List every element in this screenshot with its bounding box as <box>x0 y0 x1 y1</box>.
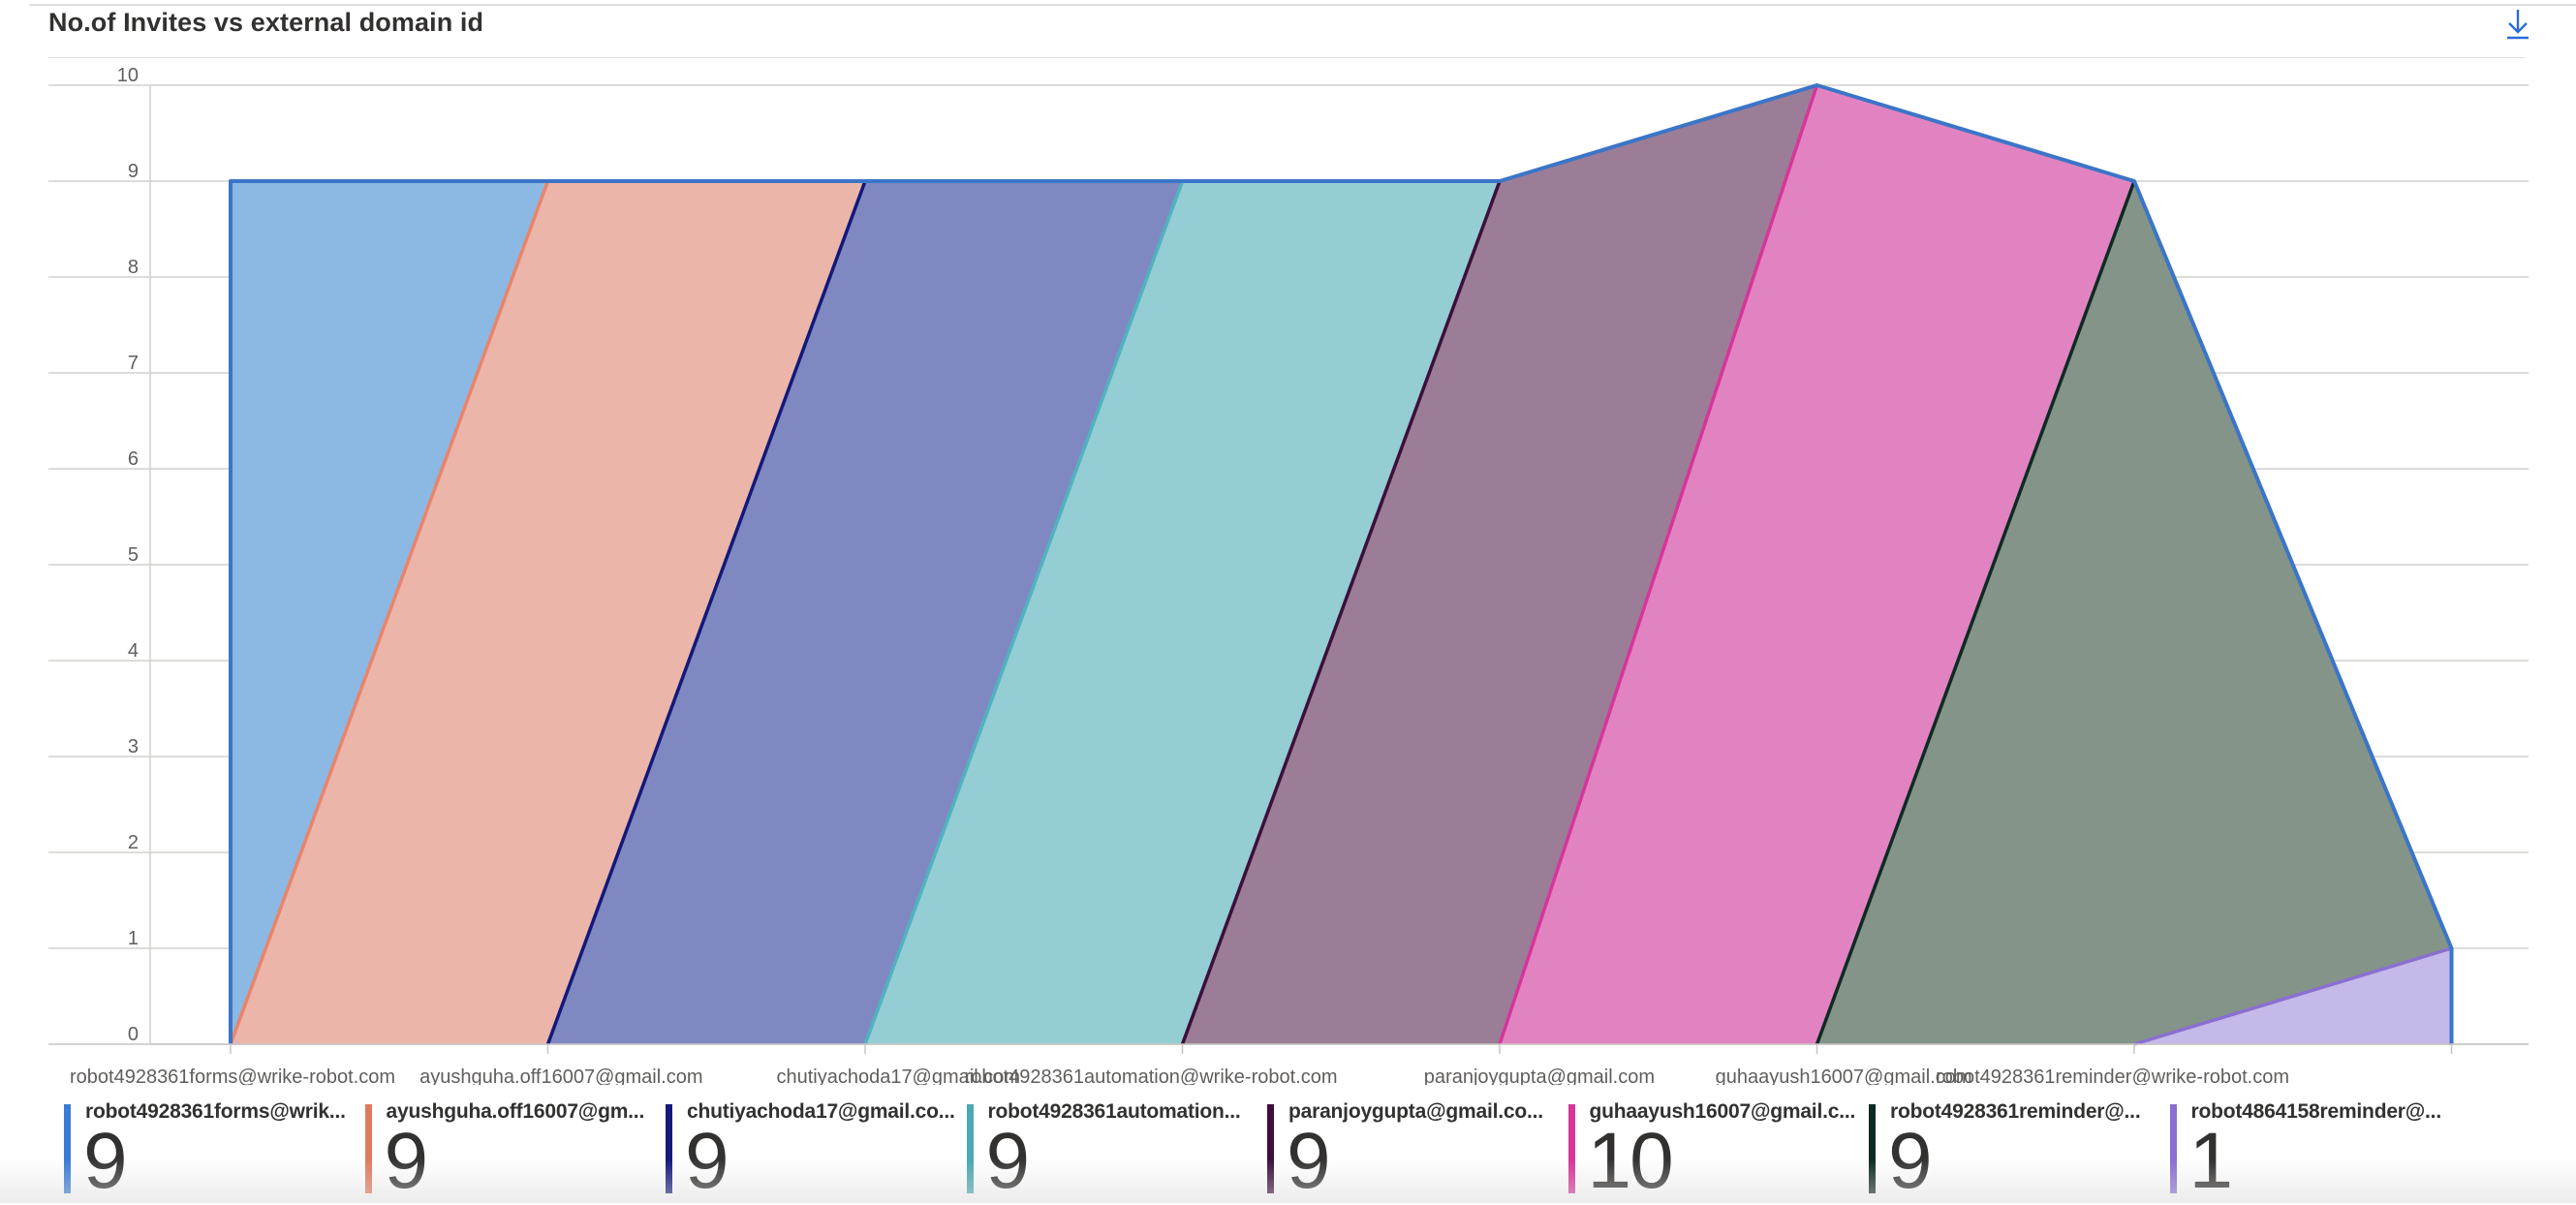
y-tick-label: 8 <box>128 257 139 278</box>
download-icon[interactable] <box>2500 4 2535 43</box>
legend-value: 10 <box>1587 1117 1674 1205</box>
legend-label: robot4928361forms@wrik... <box>85 1100 346 1123</box>
y-tick-label: 1 <box>128 928 139 949</box>
series-edge-line <box>863 180 1185 1045</box>
legend-value: 9 <box>83 1117 128 1205</box>
legend-label: robot4864158reminder@... <box>2190 1100 2442 1123</box>
legend-value: 9 <box>1287 1117 1331 1205</box>
area-chart: 0 1 2 3 4 5 6 7 8 9 10 robot4928361forms@wrike-robo… <box>48 65 2529 1085</box>
legend-value: 1 <box>2188 1117 2234 1205</box>
x-tick-label: guhaayush16007@gmail.com <box>1716 1066 1972 1085</box>
legend-label: robot4928361reminder@... <box>1890 1100 2141 1123</box>
series-edge-line <box>2133 946 2453 1046</box>
legend-swatch <box>1869 1104 1876 1193</box>
series-edge-line <box>1498 84 1819 1045</box>
area-band[interactable] <box>1182 85 1817 1044</box>
legend-label: ayushguha.off16007@gm... <box>386 1100 645 1123</box>
legend-value: 9 <box>1888 1117 1933 1205</box>
legend-label: robot4928361automation... <box>987 1100 1241 1123</box>
area-band[interactable] <box>865 181 1500 1044</box>
y-tick-label: 4 <box>128 640 139 662</box>
legend-swatch <box>966 1104 974 1193</box>
x-tick-label: chutiyachoda17@gmail.com <box>776 1066 1020 1085</box>
legend-label: guhaayush16007@gmail.c... <box>1589 1100 1856 1123</box>
y-tick-label: 2 <box>128 832 139 853</box>
legend-item[interactable]: robot4864158reminder@... 1 <box>2169 1100 2461 1205</box>
series-edge-line <box>1815 180 2136 1045</box>
x-tick-label: paranjoygupta@gmail.com <box>1424 1066 1655 1085</box>
y-tick-label: 5 <box>128 544 139 566</box>
y-tick-label: 7 <box>128 353 139 374</box>
series-edge-line <box>229 180 550 1045</box>
y-tick-label: 10 <box>117 65 139 86</box>
chart-legend: robot4928361forms@wrik... 9 ayushguha.off1… <box>64 1100 2544 1203</box>
series-outline <box>229 83 2454 1044</box>
area-band[interactable] <box>1500 85 2134 1044</box>
area-band[interactable] <box>547 181 1183 1044</box>
chart-title: No.of Invites vs external domain id <box>48 8 484 37</box>
y-tick-label: 3 <box>128 736 139 757</box>
x-tick-label: ayushguha.off16007@gmail.com <box>419 1066 702 1085</box>
legend-swatch <box>2169 1104 2177 1193</box>
legend-swatch <box>64 1104 71 1193</box>
legend-swatch <box>1567 1104 1575 1193</box>
legend-swatch <box>1267 1104 1274 1193</box>
y-tick-label: 9 <box>128 161 139 182</box>
title-divider <box>48 57 2526 58</box>
y-tick-label: 0 <box>128 1024 139 1045</box>
legend-item[interactable]: chutiyachoda17@gmail.co... 9 <box>666 1100 956 1203</box>
legend-item[interactable]: robot4928361automation... 9 <box>966 1100 1257 1205</box>
legend-item[interactable]: robot4928361reminder@... 9 <box>1869 1100 2159 1203</box>
legend-value: 9 <box>985 1117 1031 1205</box>
legend-value: 9 <box>384 1117 429 1205</box>
panel-top-divider <box>29 4 2576 6</box>
legend-value: 9 <box>685 1117 729 1205</box>
legend-item[interactable]: robot4928361forms@wrik... 9 <box>64 1100 355 1203</box>
x-tick-label: robot4928361automation@wrike-robot.com <box>965 1066 1338 1085</box>
legend-item[interactable]: ayushguha.off16007@gm... 9 <box>364 1100 656 1205</box>
legend-label: chutiyachoda17@gmail.co... <box>687 1100 955 1123</box>
series-edge-line <box>545 180 867 1045</box>
legend-swatch <box>364 1104 372 1193</box>
area-band[interactable] <box>231 181 865 1044</box>
legend-label: paranjoygupta@gmail.co... <box>1288 1100 1543 1123</box>
legend-item[interactable]: paranjoygupta@gmail.co... 9 <box>1267 1100 1558 1203</box>
x-tick-label: robot4928361reminder@wrike-robot.com <box>1936 1066 2289 1085</box>
series-edge-line <box>1180 180 1502 1045</box>
y-tick-label: 6 <box>128 448 139 470</box>
legend-swatch <box>666 1104 672 1193</box>
x-tick-label: robot4928361forms@wrike-robot.com <box>70 1066 395 1085</box>
area-band[interactable] <box>1816 181 2452 1044</box>
legend-item[interactable]: guhaayush16007@gmail.c... 10 <box>1567 1100 1859 1205</box>
